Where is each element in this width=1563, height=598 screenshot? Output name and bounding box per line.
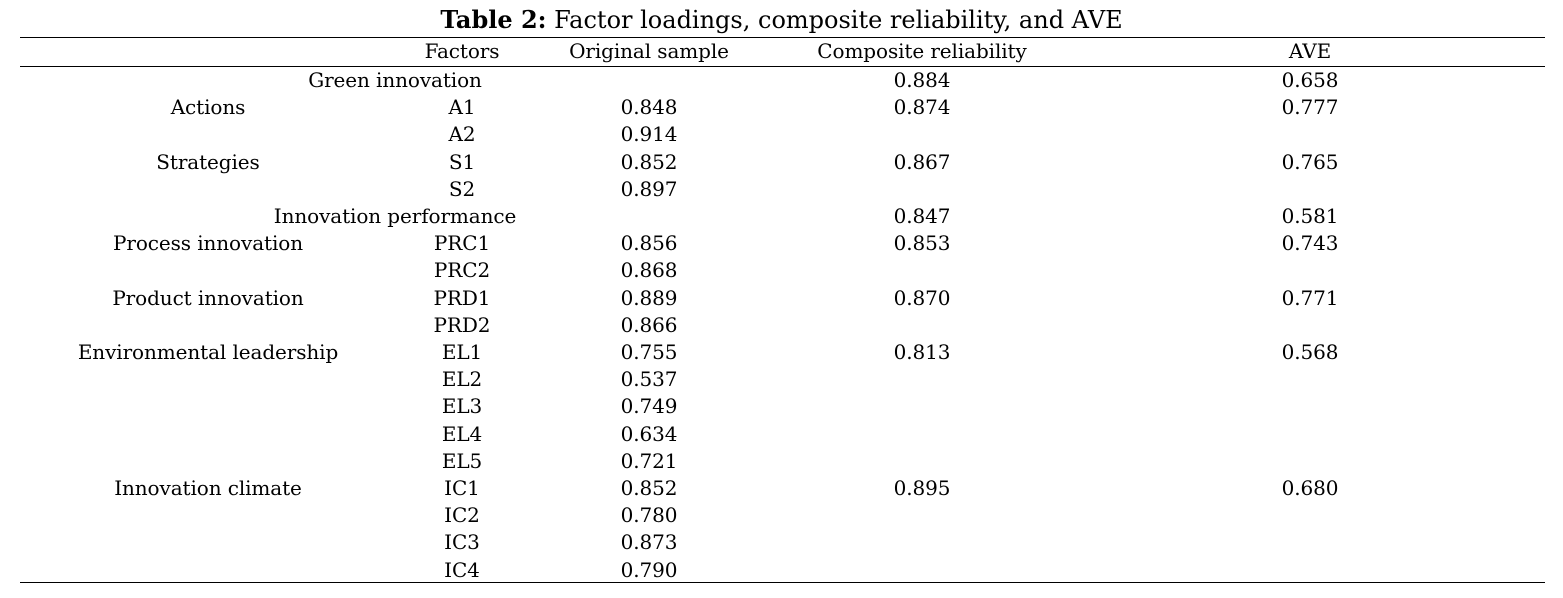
factor-label: Product innovation <box>112 285 304 310</box>
table-row: S2 0.897 <box>0 176 1563 203</box>
indicator-label: PRD2 <box>433 312 491 337</box>
indicator-label: EL2 <box>441 367 483 392</box>
table-row: Product innovation PRD1 0.889 0.870 0.771 <box>0 285 1563 312</box>
ave-value: 0.658 <box>1281 68 1339 92</box>
table-row: IC2 0.780 <box>0 502 1563 529</box>
table-row: PRD2 0.866 <box>0 312 1563 339</box>
indicator-label: EL5 <box>441 448 483 473</box>
table-row: A2 0.914 <box>0 121 1563 148</box>
indicator-label: IC3 <box>444 530 480 555</box>
loading-value: 0.852 <box>620 476 678 500</box>
composite-reliability-value: 0.874 <box>893 95 951 120</box>
factor-label: Strategies <box>156 149 260 174</box>
loading-value: 0.868 <box>620 258 678 283</box>
factor-label: Actions <box>170 95 246 120</box>
header-rule <box>20 66 1545 67</box>
loading-value: 0.848 <box>620 95 678 120</box>
indicator-label: A1 <box>448 95 476 120</box>
indicator-label: IC2 <box>444 503 480 528</box>
table-row: IC3 0.873 <box>0 529 1563 556</box>
construct-label: Green innovation <box>308 68 482 92</box>
table-row: Innovation climate IC1 0.852 0.895 0.680 <box>0 475 1563 502</box>
ave-value: 0.568 <box>1281 340 1339 364</box>
loading-value: 0.634 <box>620 421 678 446</box>
table-caption: Factor loadings, composite reliability, … <box>546 6 1123 34</box>
ave-value: 0.765 <box>1281 149 1339 174</box>
table-row: IC4 0.790 <box>0 557 1563 584</box>
indicator-label: A2 <box>448 122 476 147</box>
composite-reliability-value: 0.895 <box>893 476 951 500</box>
loading-value: 0.749 <box>620 394 678 419</box>
table-row: Green innovation 0.884 0.658 <box>0 67 1563 94</box>
table-row: Strategies S1 0.852 0.867 0.765 <box>0 149 1563 176</box>
table-row: Innovation performance 0.847 0.581 <box>0 203 1563 230</box>
loading-value: 0.873 <box>620 530 678 555</box>
ave-value: 0.680 <box>1281 476 1339 500</box>
ave-value: 0.777 <box>1281 95 1339 120</box>
factor-label: Innovation climate <box>114 476 302 500</box>
loading-value: 0.889 <box>620 285 678 310</box>
table-row: EL2 0.537 <box>0 366 1563 393</box>
composite-reliability-value: 0.884 <box>893 68 951 92</box>
table-number: Table 2: <box>440 5 547 34</box>
loading-value: 0.852 <box>620 149 678 174</box>
loading-value: 0.866 <box>620 312 678 337</box>
indicator-label: S2 <box>448 176 476 201</box>
top-rule <box>20 37 1545 38</box>
table-row: Actions A1 0.848 0.874 0.777 <box>0 94 1563 121</box>
header-composite-reliability: Composite reliability <box>817 39 1027 63</box>
ave-value: 0.581 <box>1281 204 1339 228</box>
header-original-sample: Original sample <box>569 39 729 63</box>
indicator-label: PRD1 <box>433 285 491 310</box>
table-row: Environmental leadership EL1 0.755 0.813 0.5… <box>0 339 1563 366</box>
indicator-label: IC4 <box>444 557 480 582</box>
table-row: EL4 0.634 <box>0 421 1563 448</box>
composite-reliability-value: 0.847 <box>893 204 951 228</box>
table-row: EL5 0.721 <box>0 448 1563 475</box>
bottom-rule <box>20 582 1545 583</box>
loading-value: 0.856 <box>620 231 678 256</box>
indicator-label: EL3 <box>441 394 483 419</box>
composite-reliability-value: 0.870 <box>893 285 951 310</box>
loading-value: 0.721 <box>620 448 678 473</box>
table-title: Table 2: Factor loadings, composite reli… <box>0 4 1563 36</box>
header-factors: Factors <box>424 39 500 63</box>
factor-label: Environmental leadership <box>77 340 339 364</box>
construct-label: Innovation performance <box>273 204 517 228</box>
indicator-label: S1 <box>448 149 476 174</box>
indicator-label: EL4 <box>441 421 483 446</box>
header-row: Factors Original sample Composite reliab… <box>0 38 1563 65</box>
indicator-label: PRC1 <box>433 231 491 256</box>
loading-value: 0.914 <box>620 122 678 147</box>
ave-value: 0.743 <box>1281 231 1339 256</box>
indicator-label: IC1 <box>444 476 480 500</box>
factor-label: Process innovation <box>113 231 303 256</box>
indicator-label: EL1 <box>441 340 483 364</box>
loading-value: 0.897 <box>620 176 678 201</box>
loading-value: 0.537 <box>620 367 678 392</box>
table-row: EL3 0.749 <box>0 393 1563 420</box>
indicator-label: PRC2 <box>433 258 491 283</box>
ave-value: 0.771 <box>1281 285 1339 310</box>
loading-value: 0.755 <box>620 340 678 364</box>
composite-reliability-value: 0.867 <box>893 149 951 174</box>
composite-reliability-value: 0.853 <box>893 231 951 256</box>
loading-value: 0.790 <box>620 557 678 582</box>
header-ave: AVE <box>1288 39 1332 63</box>
table-row: Process innovation PRC1 0.856 0.853 0.743 <box>0 230 1563 257</box>
table-row: PRC2 0.868 <box>0 257 1563 284</box>
loading-value: 0.780 <box>620 503 678 528</box>
composite-reliability-value: 0.813 <box>893 340 951 364</box>
